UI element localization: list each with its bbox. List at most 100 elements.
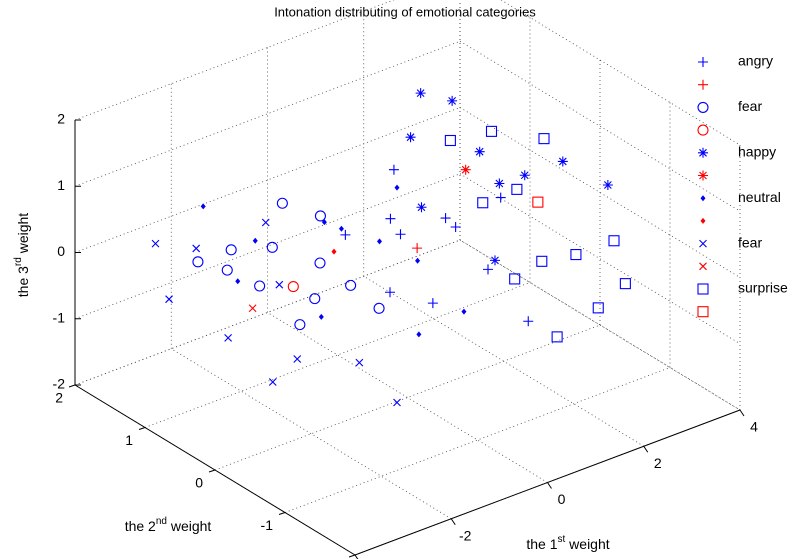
- legend-marker: [698, 79, 708, 90]
- point: [331, 248, 337, 255]
- point: [483, 264, 493, 275]
- ylabel-label-part: the 2: [125, 518, 156, 534]
- grid-line: [74, 173, 461, 320]
- zlabel-label-part: the 3: [15, 266, 31, 297]
- x-tick: [739, 409, 745, 417]
- point: [192, 256, 204, 268]
- y-tick: [208, 469, 216, 473]
- point: [225, 244, 237, 256]
- point: [293, 355, 302, 363]
- point: [266, 241, 278, 253]
- x-tick: [547, 482, 552, 489]
- point: [318, 313, 324, 320]
- grid-line: [171, 348, 452, 520]
- xlabel-label: the 1st weight: [526, 534, 609, 552]
- xlabel-label-part: the 1: [526, 536, 557, 552]
- point: [405, 132, 416, 143]
- grid-line: [74, 40, 461, 187]
- grid-line: [459, 239, 741, 411]
- point: [385, 213, 396, 224]
- legend-marker: [699, 262, 707, 271]
- legend-marker: [698, 147, 708, 158]
- point: [309, 293, 321, 305]
- legend-marker: [700, 195, 706, 202]
- point: [393, 398, 401, 407]
- point: [221, 264, 233, 276]
- point: [248, 304, 257, 313]
- legend-label: fear: [738, 234, 762, 250]
- point: [373, 302, 385, 314]
- x-tick: [643, 445, 649, 453]
- point: [321, 219, 327, 226]
- point: [268, 378, 277, 386]
- point: [412, 243, 423, 254]
- point: [557, 156, 568, 167]
- point: [415, 88, 426, 99]
- point: [254, 280, 266, 292]
- y-tick: [138, 427, 146, 430]
- z-tick-label: 0: [57, 243, 65, 259]
- point: [494, 178, 505, 189]
- point: [447, 95, 458, 106]
- point: [450, 222, 461, 232]
- point: [570, 249, 582, 261]
- point: [340, 229, 351, 240]
- point: [427, 298, 438, 309]
- y-tick: [68, 384, 76, 388]
- grid-line: [214, 324, 601, 471]
- point: [314, 257, 326, 269]
- grid-line: [284, 367, 671, 513]
- y-tick-label: -1: [261, 517, 274, 533]
- y-tick-label: 2: [55, 390, 63, 406]
- point: [511, 183, 523, 195]
- point: [165, 295, 173, 304]
- grid-line: [74, 107, 461, 253]
- ylabel-label-part: nd: [156, 516, 167, 527]
- legend-label: happy: [738, 144, 776, 160]
- grid-line: [267, 312, 548, 483]
- legend-marker: [697, 306, 709, 318]
- z-tick-label: -1: [53, 309, 66, 325]
- x-tick-label: 0: [558, 491, 566, 507]
- grid-line: [459, 107, 741, 278]
- xlabel-label-part: st: [558, 534, 566, 545]
- point: [485, 125, 498, 137]
- point: [416, 331, 422, 338]
- grid-line: [144, 282, 531, 428]
- point: [592, 302, 604, 314]
- point: [275, 280, 284, 289]
- point: [440, 213, 451, 224]
- point: [523, 316, 534, 327]
- legend-marker: [697, 124, 709, 136]
- point: [532, 196, 544, 208]
- z-tick-label: 1: [57, 177, 65, 193]
- point: [294, 319, 306, 331]
- point: [415, 257, 421, 264]
- point: [287, 281, 299, 293]
- zlabel-label-part: weight: [15, 213, 31, 257]
- legend-marker: [697, 101, 709, 113]
- grid-line: [459, 239, 741, 411]
- z-tick-label: 2: [57, 111, 65, 127]
- point: [519, 170, 530, 181]
- x-tick-label: 4: [750, 419, 758, 435]
- point: [538, 133, 550, 145]
- x-tick-label: 2: [654, 455, 662, 471]
- point: [444, 134, 456, 147]
- point: [314, 210, 326, 222]
- point: [509, 273, 521, 285]
- grid-line: [74, 0, 395, 121]
- legend-label: neutral: [738, 189, 781, 205]
- legend-marker: [699, 239, 707, 248]
- point: [551, 331, 563, 343]
- y-tick-label: 0: [195, 475, 203, 491]
- grid-line: [500, 0, 741, 146]
- legend-label: fear: [738, 98, 762, 114]
- point: [355, 358, 364, 367]
- point: [460, 164, 471, 175]
- x-tick: [450, 518, 456, 526]
- legend-marker: [697, 283, 709, 295]
- point: [235, 278, 241, 285]
- zlabel-label-part: rd: [13, 257, 24, 266]
